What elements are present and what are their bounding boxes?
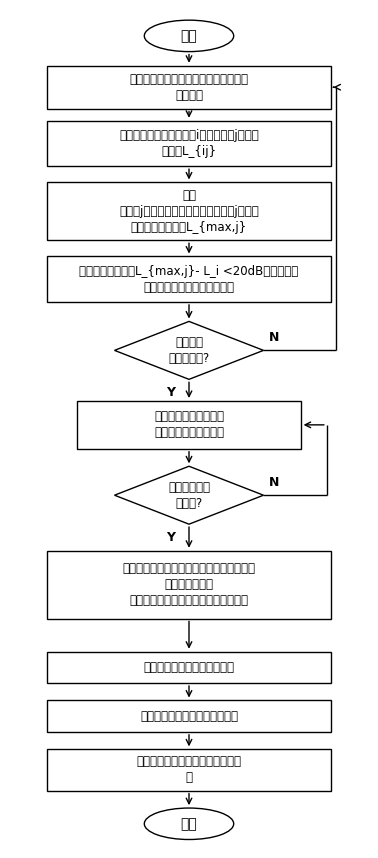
Polygon shape xyxy=(115,466,263,524)
Ellipse shape xyxy=(144,20,234,51)
FancyBboxPatch shape xyxy=(48,651,330,683)
Text: 确定未修正路段的最终修正差值: 确定未修正路段的最终修正差值 xyxy=(140,710,238,722)
Text: Y: Y xyxy=(166,386,175,399)
Text: 已处理完所有
监测点?: 已处理完所有 监测点? xyxy=(168,480,210,510)
Text: 遍历路段，若满足L_{max,j}- L_i <20dB，将该路段
加入该监测点有效路段集合中: 遍历路段，若满足L_{max,j}- L_i <20dB，将该路段 加入该监测点… xyxy=(79,265,299,293)
Text: Y: Y xyxy=(166,531,175,544)
Text: 结束: 结束 xyxy=(181,817,197,831)
FancyBboxPatch shape xyxy=(48,700,330,732)
Text: 根据修正结果计算绘制更新噪声地
图: 根据修正结果计算绘制更新噪声地 图 xyxy=(136,756,242,784)
Text: 对局部修正结果进行区间划分: 对局部修正结果进行区间划分 xyxy=(144,661,234,674)
Polygon shape xyxy=(115,322,263,379)
FancyBboxPatch shape xyxy=(48,121,330,166)
Text: 开始: 开始 xyxy=(181,29,197,43)
Text: 计算监测点有效区域内
各路段的最终修正差值: 计算监测点有效区域内 各路段的最终修正差值 xyxy=(154,410,224,439)
FancyBboxPatch shape xyxy=(48,257,330,302)
Text: 获取
监测点j的路段集合中各路段对监测点j的预测
声压级中的最大值L_{max,j}: 获取 监测点j的路段集合中各路段对监测点j的预测 声压级中的最大值L_{max,… xyxy=(119,189,259,234)
Text: 计算监测路段集合中路段i对一监测点j的预测
声压级L_{ij}: 计算监测路段集合中路段i对一监测点j的预测 声压级L_{ij} xyxy=(119,129,259,158)
Text: 已处理完
所有监测点?: 已处理完 所有监测点? xyxy=(168,335,210,365)
FancyBboxPatch shape xyxy=(48,66,330,109)
Text: 获取各监测点对应的有效范围内的所有
路段集合: 获取各监测点对应的有效范围内的所有 路段集合 xyxy=(130,73,248,102)
Text: 遍历各已被修正路段，按照能量贡献率加权
平均的方式确定
有效路段集合中各路段的最终修正差值: 遍历各已被修正路段，按照能量贡献率加权 平均的方式确定 有效路段集合中各路段的最… xyxy=(122,562,256,607)
Text: N: N xyxy=(269,330,279,344)
FancyBboxPatch shape xyxy=(48,551,330,619)
FancyBboxPatch shape xyxy=(77,401,301,449)
Text: N: N xyxy=(269,475,279,488)
FancyBboxPatch shape xyxy=(48,183,330,240)
Ellipse shape xyxy=(144,808,234,839)
FancyBboxPatch shape xyxy=(48,749,330,791)
